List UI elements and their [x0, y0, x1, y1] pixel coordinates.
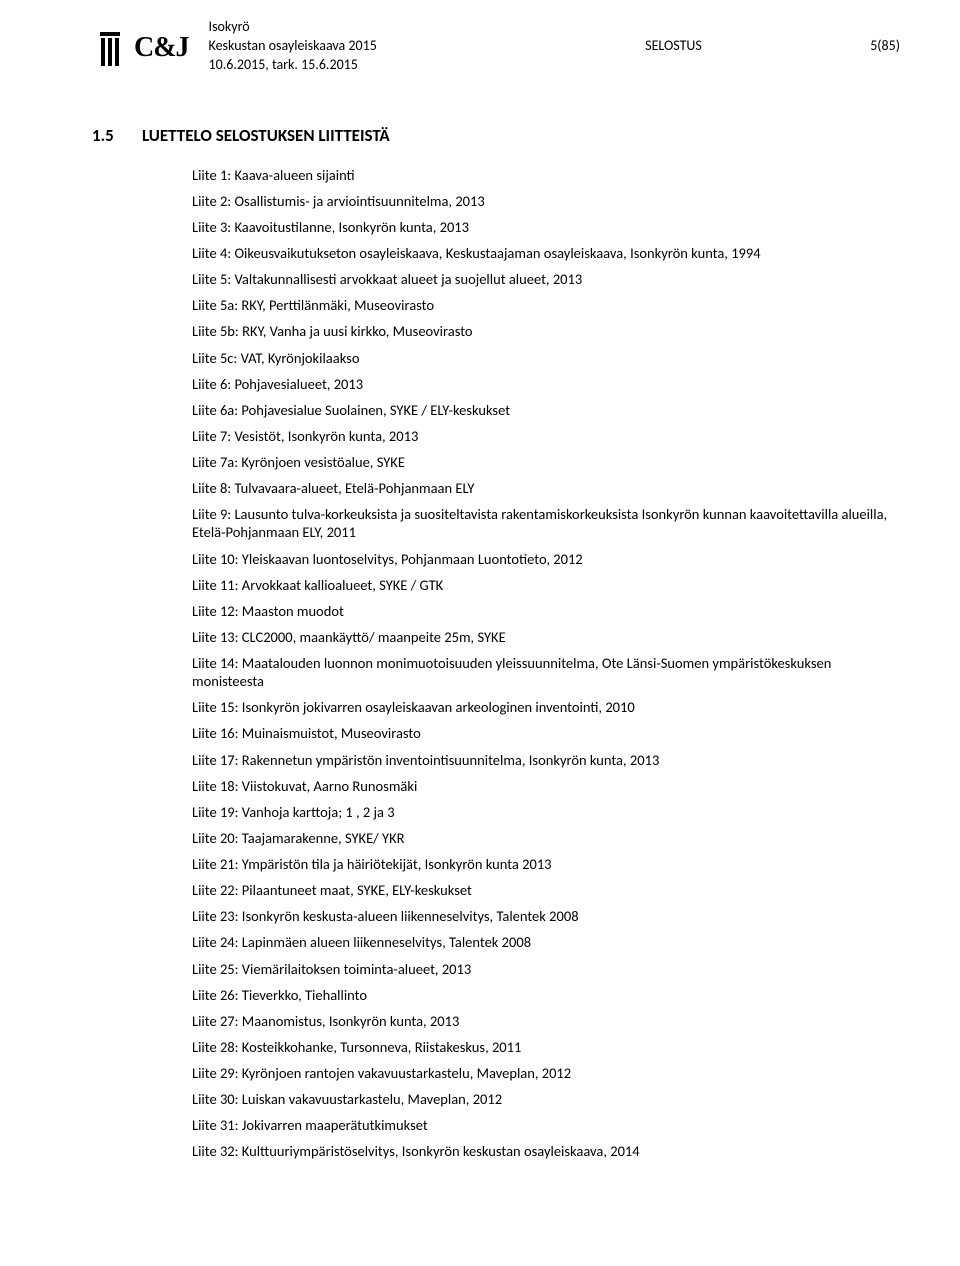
list-item: Liite 27: Maanomistus, Isonkyrön kunta, …: [192, 1012, 900, 1030]
header-doc-type: SELOSTUS: [645, 37, 702, 56]
header-page-number: 5(85): [870, 37, 900, 56]
attachment-list: Liite 1: Kaava-alueen sijainti Liite 2: O…: [100, 166, 900, 1161]
list-item: Liite 5: Valtakunnallisesti arvokkaat al…: [192, 270, 900, 288]
list-item: Liite 19: Vanhoja karttoja; 1 , 2 ja 3: [192, 803, 900, 821]
list-item: Liite 25: Viemärilaitoksen toiminta-alue…: [192, 960, 900, 978]
list-item: Liite 6: Pohjavesialueet, 2013: [192, 375, 900, 393]
section-number: 1.5: [92, 125, 142, 146]
company-logo: C&J: [134, 18, 189, 64]
header-text-block: Isokyrö Keskustan osayleiskaava 2015 SEL…: [203, 18, 900, 75]
section-title: LUETTELO SELOSTUKSEN LIITTEISTÄ: [142, 125, 390, 146]
list-item: Liite 6a: Pohjavesialue Suolainen, SYKE …: [192, 401, 900, 419]
list-item: Liite 13: CLC2000, maankäyttö/ maanpeite…: [192, 628, 900, 646]
list-item: Liite 15: Isonkyrön jokivarren osayleisk…: [192, 698, 900, 716]
list-item: Liite 20: Taajamarakenne, SYKE/ YKR: [192, 829, 900, 847]
list-item: Liite 17: Rakennetun ympäristön inventoi…: [192, 751, 900, 769]
page-header: C&J Isokyrö Keskustan osayleiskaava 2015…: [100, 18, 900, 75]
list-item: Liite 18: Viistokuvat, Aarno Runosmäki: [192, 777, 900, 795]
list-item: Liite 16: Muinaismuistot, Museovirasto: [192, 724, 900, 742]
list-item: Liite 3: Kaavoitustilanne, Isonkyrön kun…: [192, 218, 900, 236]
list-item: Liite 32: Kulttuuriympäristöselvitys, Is…: [192, 1142, 900, 1160]
document-page: C&J Isokyrö Keskustan osayleiskaava 2015…: [0, 0, 960, 1266]
list-item: Liite 9: Lausunto tulva-korkeuksista ja …: [192, 505, 900, 541]
list-item: Liite 12: Maaston muodot: [192, 602, 900, 620]
list-item: Liite 7a: Kyrönjoen vesistöalue, SYKE: [192, 453, 900, 471]
list-item: Liite 7: Vesistöt, Isonkyrön kunta, 2013: [192, 427, 900, 445]
list-item: Liite 14: Maatalouden luonnon monimuotoi…: [192, 654, 900, 690]
list-item: Liite 22: Pilaantuneet maat, SYKE, ELY-k…: [192, 881, 900, 899]
list-item: Liite 31: Jokivarren maaperätutkimukset: [192, 1116, 900, 1134]
section-heading: 1.5LUETTELO SELOSTUKSEN LIITTEISTÄ: [100, 125, 900, 146]
column-icon-wrapper: [100, 18, 120, 66]
header-line-title-row: Keskustan osayleiskaava 2015 SELOSTUS 5(…: [209, 37, 900, 56]
header-line-municipality: Isokyrö: [209, 18, 900, 37]
list-item: Liite 4: Oikeusvaikutukseton osayleiskaa…: [192, 244, 900, 262]
list-item: Liite 24: Lapinmäen alueen liikenneselvi…: [192, 933, 900, 951]
list-item: Liite 2: Osallistumis- ja arviointisuunn…: [192, 192, 900, 210]
list-item: Liite 21: Ympäristön tila ja häiriötekij…: [192, 855, 900, 873]
list-item: Liite 29: Kyrönjoen rantojen vakavuustar…: [192, 1064, 900, 1082]
list-item: Liite 28: Kosteikkohanke, Tursonneva, Ri…: [192, 1038, 900, 1056]
list-item: Liite 5b: RKY, Vanha ja uusi kirkko, Mus…: [192, 322, 900, 340]
list-item: Liite 11: Arvokkaat kallioalueet, SYKE /…: [192, 576, 900, 594]
list-item: Liite 30: Luiskan vakavuustarkastelu, Ma…: [192, 1090, 900, 1108]
list-item: Liite 1: Kaava-alueen sijainti: [192, 166, 900, 184]
list-item: Liite 5a: RKY, Perttilänmäki, Museoviras…: [192, 296, 900, 314]
list-item: Liite 5c: VAT, Kyrönjokilaakso: [192, 349, 900, 367]
list-item: Liite 26: Tieverkko, Tiehallinto: [192, 986, 900, 1004]
column-icon: [100, 32, 120, 66]
header-plan-name: Keskustan osayleiskaava 2015: [209, 37, 377, 56]
header-line-date: 10.6.2015, tark. 15.6.2015: [209, 56, 900, 75]
list-item: Liite 8: Tulvavaara-alueet, Etelä-Pohjan…: [192, 479, 900, 497]
list-item: Liite 23: Isonkyrön keskusta-alueen liik…: [192, 907, 900, 925]
list-item: Liite 10: Yleiskaavan luontoselvitys, Po…: [192, 550, 900, 568]
